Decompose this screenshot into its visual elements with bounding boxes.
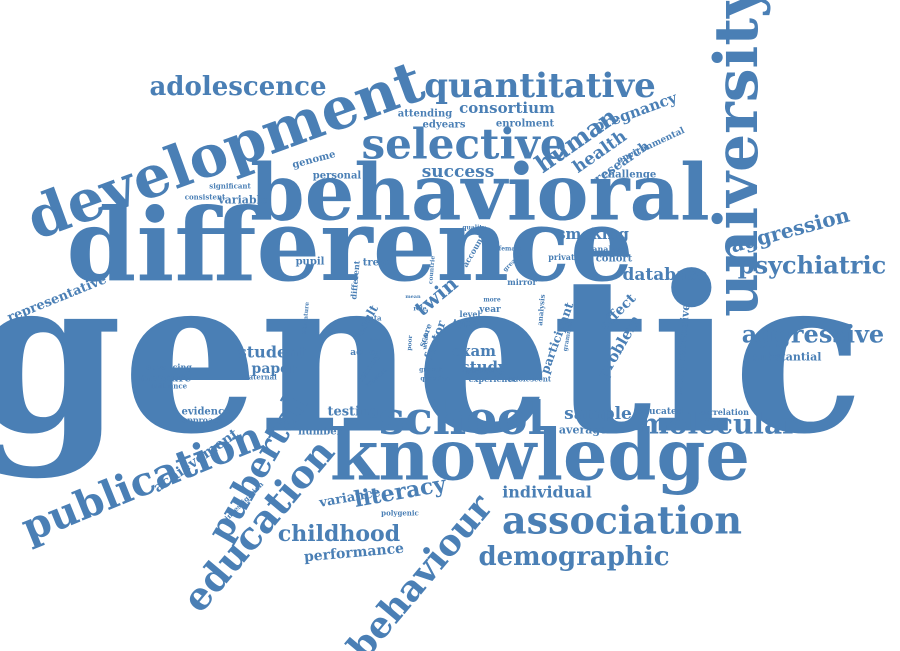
- word-university: university: [702, 0, 772, 317]
- word-sample: sample: [564, 404, 632, 424]
- word-consistent: consistent: [185, 193, 226, 202]
- word-mean: mean: [405, 294, 421, 300]
- word-correlation: correlation: [699, 407, 749, 417]
- word-attending: attending: [398, 109, 452, 120]
- word-data: data: [364, 314, 382, 323]
- word-number: number: [298, 427, 342, 438]
- word-level: level: [460, 309, 481, 319]
- word-childhood: childhood: [278, 521, 400, 547]
- word-enrolment: enrolment: [496, 119, 555, 130]
- word-genetic: genetic: [0, 229, 864, 482]
- word-poor: poor: [406, 334, 414, 351]
- word-maternal: maternal: [241, 373, 277, 382]
- word-acid: acid: [369, 336, 381, 342]
- word-pupil: pupil: [296, 257, 325, 268]
- word-female: female: [499, 246, 522, 253]
- word-association: association: [502, 498, 742, 543]
- word-student: student: [238, 343, 307, 362]
- word-analysis: analysis: [535, 294, 547, 326]
- word-question: question: [420, 376, 450, 383]
- word-consortium: consortium: [459, 99, 555, 117]
- word-literature: literature: [301, 301, 311, 334]
- word-action: action: [350, 348, 382, 358]
- word-quantitative: quantitative: [424, 66, 656, 106]
- word-countrie: countrie: [427, 255, 436, 284]
- word-educated: educated: [637, 407, 684, 417]
- word-experience: experience: [469, 374, 518, 384]
- word-role: role: [413, 306, 426, 313]
- word-variable: variable: [217, 194, 268, 207]
- word-school: school: [379, 391, 545, 445]
- word-exam: exam: [452, 342, 496, 360]
- word-study: study: [461, 358, 508, 376]
- word-database: database: [622, 265, 707, 285]
- word-success: success: [422, 162, 495, 182]
- word-substantial: substantial: [753, 351, 822, 364]
- word-growth: growth: [419, 367, 443, 374]
- word-demographic: demographic: [478, 542, 669, 572]
- word-knowledge: knowledge: [330, 414, 750, 497]
- word-influence: influence: [151, 382, 188, 391]
- word-average: average: [559, 424, 607, 437]
- word-analyse: analyse: [592, 244, 625, 254]
- word-measure: measure: [139, 372, 192, 385]
- word-adolescence: adolescence: [149, 72, 326, 102]
- word-approach: approach: [182, 415, 224, 425]
- word-advancing: advancing: [146, 362, 192, 372]
- word-testing: testing: [327, 405, 378, 420]
- word-weak: weak: [422, 331, 431, 350]
- word-year: year: [478, 305, 501, 315]
- word-edyears: edyears: [423, 120, 466, 131]
- word-type: type: [453, 319, 477, 330]
- word-significant: significant: [209, 182, 251, 191]
- word-more: more: [483, 297, 501, 304]
- word-aggressive: aggressive: [742, 320, 884, 349]
- word-personal: personal: [313, 171, 362, 182]
- word-evidence: evidence: [181, 407, 230, 418]
- word-private: private: [548, 252, 579, 262]
- word-smoking: smoking: [557, 225, 629, 243]
- word-challenge: challenge: [602, 170, 656, 181]
- word-paper: paper: [252, 361, 298, 377]
- word-mirror: mirror: [507, 277, 537, 287]
- word-behavioral: behavioral: [250, 148, 710, 239]
- word-difference: difference: [66, 186, 633, 304]
- word-molecular: molecular: [639, 408, 798, 441]
- word-selective: selective: [361, 120, 566, 169]
- word-psychiatric: psychiatric: [738, 251, 886, 280]
- word-individual: individual: [502, 483, 592, 502]
- word-adolescent: adolescent: [509, 375, 552, 384]
- word-different: different: [348, 260, 361, 300]
- word-involved: involved: [466, 369, 495, 376]
- word-quality: quality: [462, 225, 486, 232]
- word-trend: trend: [363, 258, 394, 269]
- word-cohort: cohort: [596, 254, 633, 265]
- word-polygenic: polygenic: [381, 509, 419, 518]
